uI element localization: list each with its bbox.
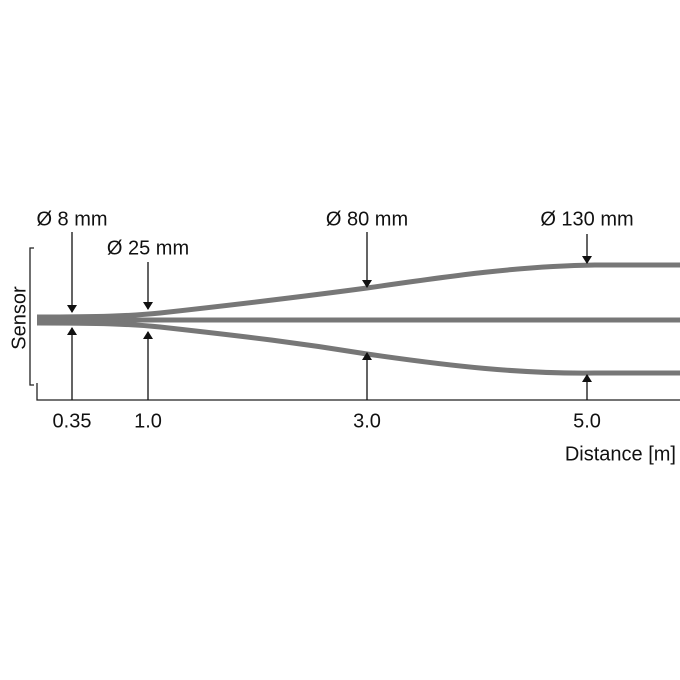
diameter-label: Ø 130 mm (540, 208, 633, 230)
distance-label: 1.0 (134, 410, 162, 432)
diameter-label: Ø 25 mm (107, 237, 189, 259)
beam-lower (36, 320, 680, 376)
sensor-label: Sensor (8, 286, 30, 350)
diameter-label: Ø 8 mm (36, 208, 107, 230)
distance-label: 3.0 (353, 410, 381, 432)
distance-label: 5.0 (573, 410, 601, 432)
sensor-bracket (29, 247, 34, 386)
distance-axis (36, 383, 680, 401)
beam-upper (36, 262, 680, 320)
axis-label: Distance [m] (565, 443, 676, 465)
distance-label: 0.35 (53, 410, 92, 432)
diameter-label: Ø 80 mm (326, 208, 408, 230)
